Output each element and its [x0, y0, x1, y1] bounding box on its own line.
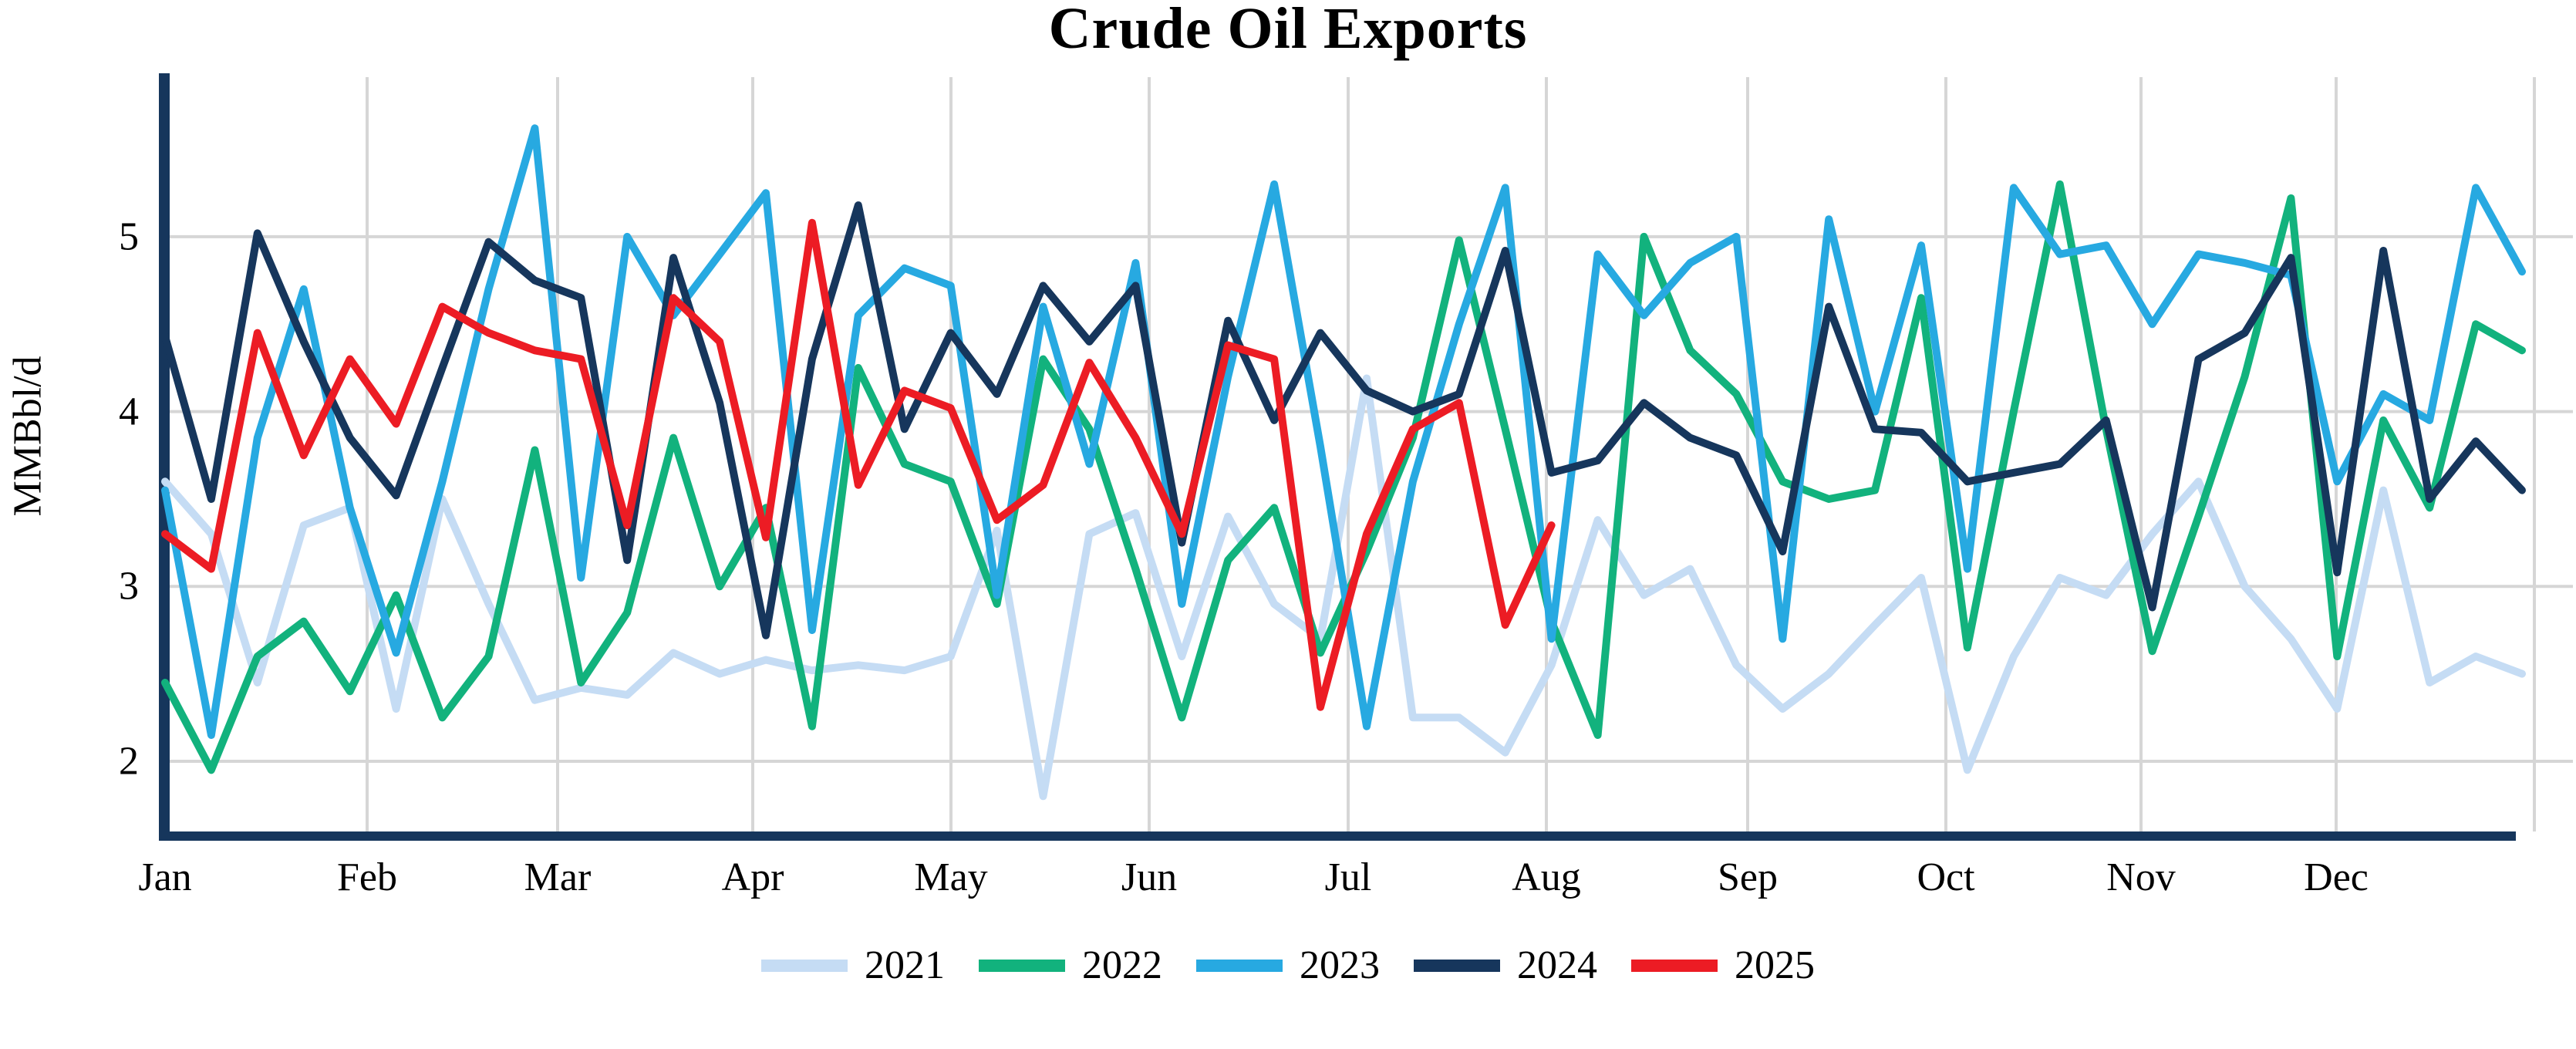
x-tick-label-Aug: Aug — [1512, 855, 1581, 899]
x-tick-label-Jul: Jul — [1324, 855, 1372, 899]
legend-label-2024: 2024 — [1517, 943, 1597, 987]
legend-item-2025: 2025 — [1631, 943, 1815, 988]
series-line-2021 — [161, 374, 2526, 801]
legend-swatch-2024 — [1414, 959, 1500, 972]
x-tick-label-Nov: Nov — [2106, 855, 2176, 899]
x-axis-line — [159, 831, 2516, 841]
legend-swatch-2022 — [979, 959, 1065, 972]
legend-label-2023: 2023 — [1300, 943, 1380, 987]
legend-item-2021: 2021 — [761, 943, 945, 988]
chart-title: Crude Oil Exports — [1048, 0, 1528, 61]
legend-label-2022: 2022 — [1082, 943, 1162, 987]
y-axis-line — [159, 73, 170, 841]
y-tick-label-2: 2 — [119, 739, 139, 784]
x-tick-label-May: May — [914, 855, 988, 899]
legend-swatch-2023 — [1196, 959, 1283, 972]
x-tick-label-Oct: Oct — [1917, 855, 1975, 899]
y-tick-label-5: 5 — [119, 214, 139, 259]
legend-swatch-2021 — [761, 959, 848, 972]
x-tick-label-Sep: Sep — [1718, 855, 1778, 899]
x-tick-label-Apr: Apr — [721, 855, 784, 899]
series-line-2022 — [161, 180, 2526, 774]
x-tick-label-Dec: Dec — [2304, 855, 2369, 899]
chart-legend: 2021 2022 2023 2024 2025 — [0, 943, 2576, 988]
x-tick-label-Jan: Jan — [138, 855, 192, 899]
y-tick-label-4: 4 — [119, 390, 139, 434]
series-line-2023 — [161, 124, 2526, 739]
legend-item-2024: 2024 — [1414, 943, 1597, 988]
x-tick-label-Jun: Jun — [1121, 855, 1178, 899]
x-tick-label-Feb: Feb — [337, 855, 397, 899]
legend-label-2021: 2021 — [865, 943, 945, 987]
x-tick-label-Mar: Mar — [524, 855, 592, 899]
legend-item-2022: 2022 — [979, 943, 1162, 988]
legend-label-2025: 2025 — [1735, 943, 1815, 987]
legend-swatch-2025 — [1631, 959, 1718, 972]
series-line-2024 — [161, 201, 2526, 639]
y-tick-label-3: 3 — [119, 564, 139, 609]
series-line-2025 — [161, 218, 1556, 711]
legend-item-2023: 2023 — [1196, 943, 1380, 988]
